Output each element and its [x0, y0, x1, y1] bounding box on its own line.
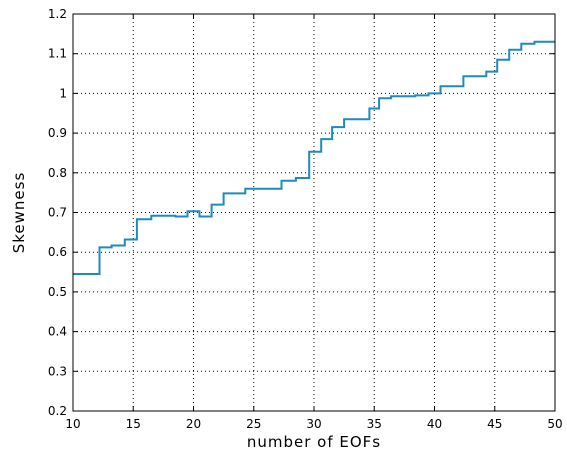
y-tick-label: 0.2 — [48, 404, 67, 418]
x-tick-label: 50 — [547, 417, 562, 431]
x-tick-label: 35 — [367, 417, 382, 431]
x-axis-title: number of EOFs — [247, 433, 381, 451]
axis-ticks — [72, 13, 556, 412]
skewness-series-line — [73, 40, 555, 275]
x-tick-label: 20 — [186, 417, 201, 431]
x-tick-label: 45 — [487, 417, 502, 431]
x-tick-label: 15 — [126, 417, 141, 431]
grid-lines — [73, 14, 555, 411]
y-tick-labels: 0.2 0.3 0.4 0.5 0.6 0.7 0.8 0.9 1 1.1 1.2 — [48, 7, 67, 418]
x-tick-label: 30 — [306, 417, 321, 431]
y-tick-label: 1.2 — [48, 7, 67, 21]
x-tick-label: 40 — [427, 417, 442, 431]
y-tick-label: 0.9 — [48, 126, 67, 140]
y-tick-label: 1 — [59, 86, 67, 100]
x-tick-label: 25 — [246, 417, 261, 431]
y-axis-title: Skewness — [10, 172, 28, 254]
y-tick-label: 0.8 — [48, 166, 67, 180]
y-tick-label: 0.4 — [48, 325, 67, 339]
y-tick-label: 1.1 — [48, 47, 67, 61]
y-tick-label: 0.7 — [48, 206, 67, 220]
x-tick-label: 10 — [65, 417, 80, 431]
plot-area — [73, 40, 555, 275]
y-tick-label: 0.3 — [48, 364, 67, 378]
x-tick-labels: 10 15 20 25 30 35 40 45 50 — [65, 417, 562, 431]
y-tick-label: 0.5 — [48, 285, 67, 299]
y-tick-label: 0.6 — [48, 245, 67, 259]
